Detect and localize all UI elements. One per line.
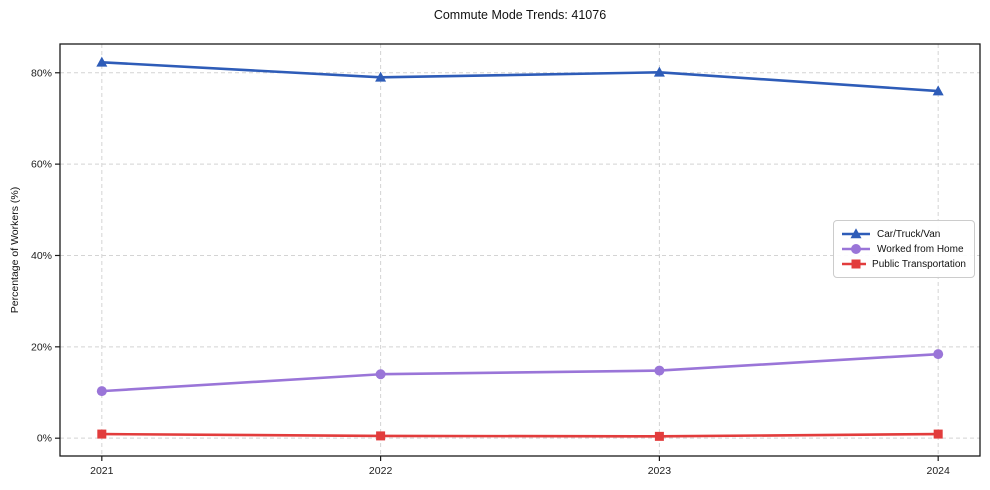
series-line-worked-from-home: [100, 352, 940, 393]
x-tick-label: 2021: [90, 465, 114, 477]
legend-label: Worked from Home: [877, 243, 964, 255]
circle-marker-icon: [842, 244, 870, 254]
x-tick-label: 2023: [648, 465, 672, 477]
x-tick-label: 2024: [927, 465, 951, 477]
legend: Car/Truck/Van Worked from Home Public Tran…: [833, 220, 975, 278]
marker-car-truck-van: [932, 85, 944, 96]
chart-title: Commute Mode Trends: 41076: [433, 8, 607, 22]
marker-worked-from-home: [654, 365, 665, 376]
triangle-marker-icon: [842, 228, 870, 239]
marker-car-truck-van: [375, 71, 387, 82]
legend-marker-car-truck-van: [850, 228, 862, 239]
series-line-public-transportation: [100, 432, 940, 438]
legend-item-public-transportation: Public Transportation: [841, 257, 966, 271]
marker-public-transportation: [376, 431, 386, 441]
legend-label: Car/Truck/Van: [877, 228, 941, 240]
legend-marker-public-transportation: [851, 259, 861, 269]
marker-worked-from-home: [933, 349, 944, 360]
series-line-car-truck-van: [100, 60, 940, 93]
legend-item-car-truck-van: Car/Truck/Van: [841, 227, 966, 241]
marker-worked-from-home: [375, 369, 386, 380]
marker-worked-from-home: [96, 386, 107, 397]
legend-marker-worked-from-home: [851, 244, 861, 254]
marker-car-truck-van: [653, 66, 665, 77]
marker-public-transportation: [933, 429, 943, 439]
y-tick-label: 80%: [31, 67, 52, 79]
marker-public-transportation: [97, 429, 107, 439]
legend-label: Public Transportation: [872, 258, 966, 270]
plot-frame: [59, 43, 981, 457]
square-marker-icon: [842, 259, 867, 269]
marker-car-truck-van: [96, 56, 108, 67]
y-tick-label: 20%: [31, 341, 52, 353]
y-tick-label: 40%: [31, 250, 52, 262]
legend-item-worked-from-home: Worked from Home: [841, 242, 966, 256]
marker-public-transportation: [654, 431, 664, 441]
y-tick-label: 60%: [31, 159, 52, 171]
x-tick-label: 2022: [369, 465, 393, 477]
y-tick-label: 0%: [37, 433, 52, 445]
